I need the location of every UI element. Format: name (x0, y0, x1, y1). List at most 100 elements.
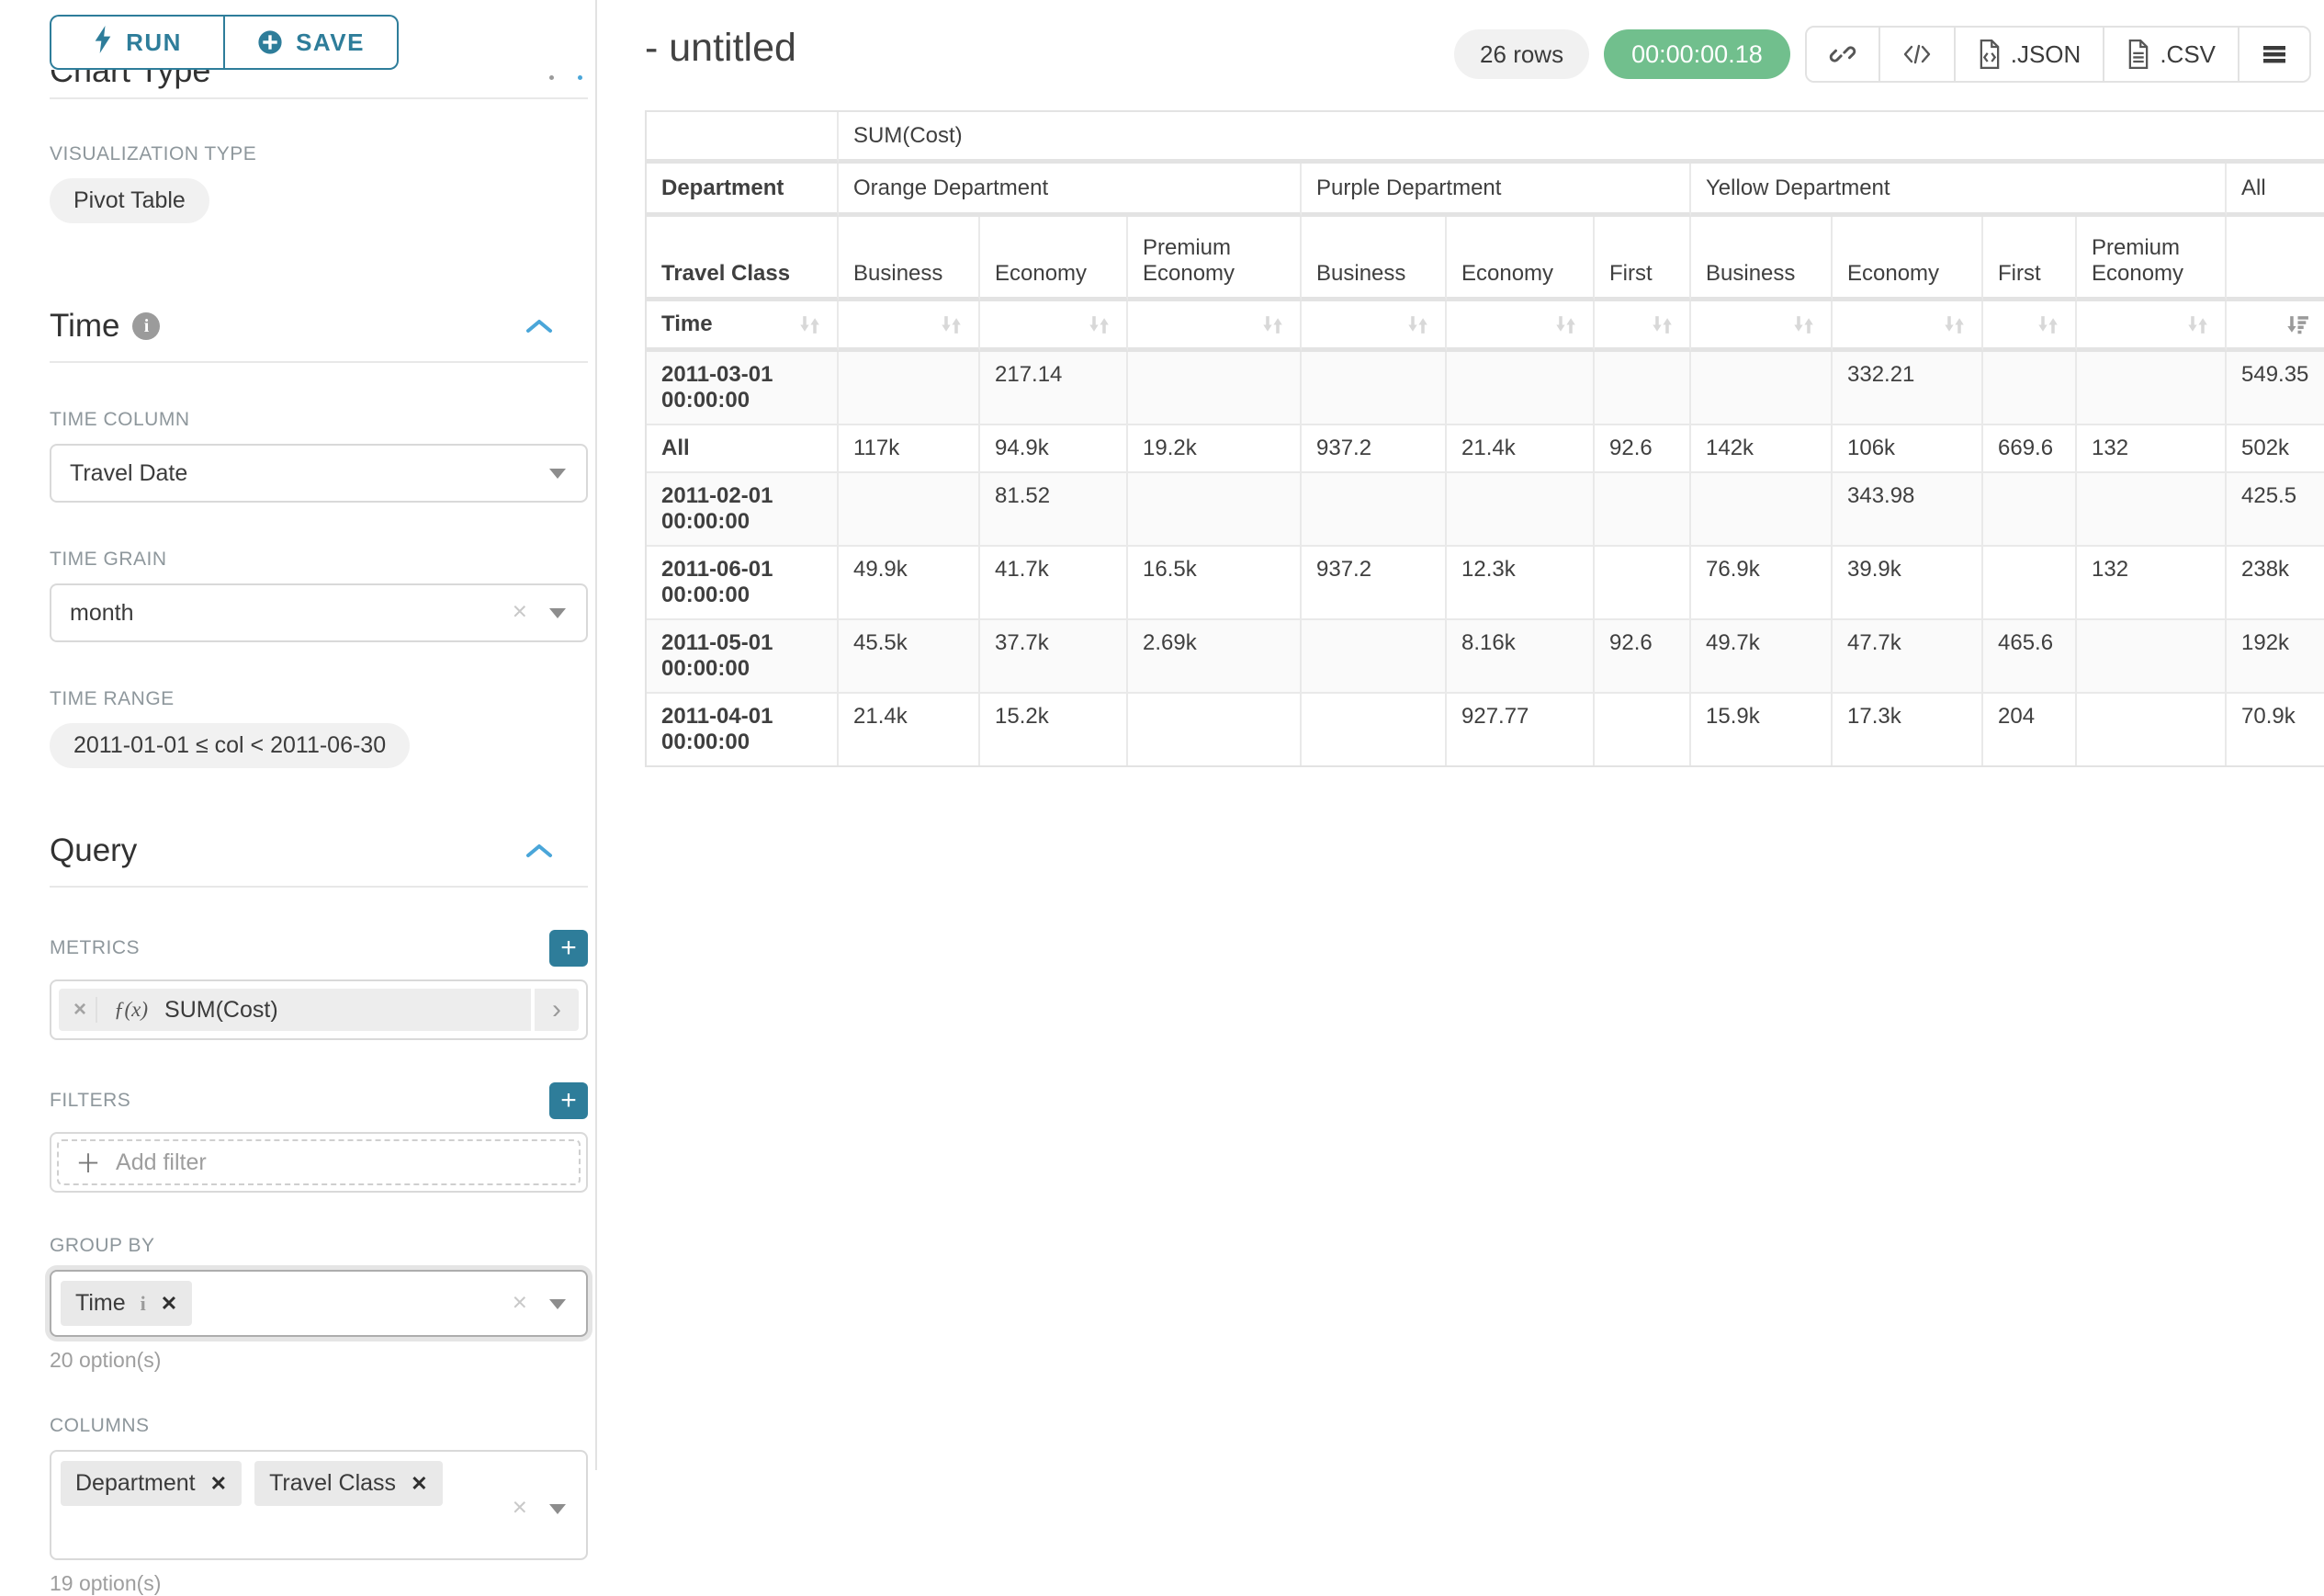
pivot-cell (1447, 352, 1595, 425)
pivot-cell: 343.98 (1833, 473, 1983, 547)
time-section-header[interactable]: Time i (50, 308, 553, 345)
sort-icon[interactable] (1553, 312, 1578, 337)
column-sort-header (2077, 301, 2227, 352)
sort-desc-icon[interactable] (2285, 312, 2310, 337)
pivot-cell: 49.9k (839, 547, 980, 620)
pivot-cell: 117k (839, 425, 980, 473)
group-by-select[interactable]: Time i ✕ × (50, 1270, 588, 1337)
chip-label: Travel Class (269, 1470, 397, 1496)
pivot-cell (1691, 352, 1833, 425)
pivot-cell: 549.35 (2227, 352, 2324, 425)
visualization-type-chip[interactable]: Pivot Table (50, 178, 209, 223)
file-code-icon (1978, 40, 2002, 69)
group-by-chip[interactable]: Time i ✕ (61, 1281, 193, 1326)
remove-metric-icon[interactable]: × (73, 997, 98, 1023)
clear-icon[interactable]: × (512, 596, 527, 626)
sort-icon[interactable] (1260, 312, 1285, 337)
pivot-cell (2077, 620, 2227, 694)
filters-field: ＋ Add filter (50, 1132, 588, 1193)
chevron-down-icon (549, 608, 566, 618)
query-section-header[interactable]: Query (50, 832, 553, 869)
export-csv-button[interactable]: .CSV (2104, 28, 2239, 81)
chevron-up-icon[interactable] (525, 318, 553, 334)
clear-icon[interactable]: × (512, 1492, 527, 1522)
row-time-header: 2011-02-01 00:00:00 (647, 473, 839, 547)
sort-icon[interactable] (1087, 312, 1111, 337)
filters-label: FILTERS (50, 1090, 131, 1111)
time-column-select[interactable]: Travel Date (50, 444, 588, 503)
department-group-header: Purple Department (1302, 164, 1691, 217)
pivot-cell (1447, 473, 1595, 547)
run-button[interactable]: RUN (50, 15, 224, 70)
chart-title[interactable]: - untitled (645, 26, 796, 70)
remove-chip-icon[interactable]: ✕ (209, 1471, 228, 1495)
pivot-cell (2077, 694, 2227, 765)
add-metric-button[interactable]: + (549, 930, 588, 967)
file-lines-icon (2127, 40, 2150, 69)
sort-icon[interactable] (1405, 312, 1430, 337)
columns-chip[interactable]: Department ✕ (61, 1461, 243, 1506)
chevron-up-icon[interactable] (525, 843, 553, 859)
columns-chip[interactable]: Travel Class ✕ (254, 1461, 443, 1506)
pivot-cell: 37.7k (980, 620, 1128, 694)
remove-chip-icon[interactable]: ✕ (160, 1291, 178, 1315)
columns-label: COLUMNS (50, 1415, 150, 1436)
travel-class-header: Business (1302, 217, 1447, 301)
chevron-right-icon[interactable]: › (535, 989, 579, 1031)
time-grain-select[interactable]: month × (50, 583, 588, 642)
pivot-cell: 47.7k (1833, 620, 1983, 694)
view-query-button[interactable] (1879, 28, 1956, 81)
column-sort-header (1983, 301, 2077, 352)
metric-name: SUM(Cost) (164, 996, 278, 1023)
export-json-label: .JSON (2010, 40, 2081, 68)
export-json-button[interactable]: .JSON (1955, 28, 2105, 81)
chip-label: Department (75, 1470, 196, 1496)
add-filter-button[interactable]: + (549, 1082, 588, 1119)
plus-circle-icon (257, 29, 283, 55)
sort-icon[interactable] (2036, 312, 2060, 337)
column-sort-header (1595, 301, 1691, 352)
table-row: 2011-02-01 00:00:00 81.52 343.98 425.5 (647, 473, 2324, 547)
time-section-title: Time (50, 308, 120, 344)
pivot-cell (1691, 473, 1833, 547)
sort-icon[interactable] (1942, 312, 1967, 337)
remove-chip-icon[interactable]: ✕ (411, 1471, 428, 1495)
metrics-label: METRICS (50, 937, 140, 958)
columns-select[interactable]: Department ✕ Travel Class ✕ × (50, 1450, 588, 1560)
pivot-cell: 92.6 (1595, 425, 1691, 473)
add-filter-dropzone[interactable]: ＋ Add filter (57, 1139, 581, 1185)
time-range-chip[interactable]: 2011-01-01 ≤ col < 2011-06-30 (50, 723, 411, 768)
sort-icon[interactable] (2185, 312, 2210, 337)
sort-icon[interactable] (1650, 312, 1675, 337)
pivot-cell: 92.6 (1595, 620, 1691, 694)
chevron-down-icon (549, 1298, 566, 1309)
travel-class-header: Economy (980, 217, 1128, 301)
query-timer-badge: 00:00:00.18 (1604, 29, 1790, 79)
info-icon (549, 75, 554, 80)
sort-icon[interactable] (1791, 312, 1816, 337)
pivot-table-container: SUM(Cost) Department Orange Department Purp… (645, 110, 2324, 767)
pivot-cell: 16.5k (1128, 547, 1302, 620)
code-icon (1902, 42, 1932, 66)
table-row: 2011-04-01 00:00:00 21.4k 15.2k 927.77 15.9k 1… (647, 694, 2324, 765)
save-button[interactable]: SAVE (224, 15, 399, 70)
sort-icon[interactable] (797, 312, 822, 337)
pivot-cell: 76.9k (1691, 547, 1833, 620)
column-sort-header (1691, 301, 1833, 352)
table-row: 2011-05-01 00:00:00 45.5k 37.7k 2.69k 8.16k 92… (647, 620, 2324, 694)
pivot-cell: 17.3k (1833, 694, 1983, 765)
corner-cell (647, 112, 839, 164)
sort-icon[interactable] (939, 312, 964, 337)
clear-icon[interactable]: × (512, 1287, 527, 1317)
metric-chip[interactable]: × ƒ(x) SUM(Cost) › (59, 989, 579, 1031)
menu-button[interactable] (2239, 28, 2309, 81)
metric-header: SUM(Cost) (839, 112, 2324, 164)
pivot-cell: 132 (2077, 547, 2227, 620)
share-link-button[interactable] (1806, 28, 1880, 81)
pivot-cell (839, 473, 980, 547)
section-divider (50, 886, 588, 888)
pivot-cell: 927.77 (1447, 694, 1595, 765)
pivot-cell: 21.4k (839, 694, 980, 765)
chevron-down-icon (549, 1504, 566, 1514)
visualization-type-label: VISUALIZATION TYPE (50, 143, 257, 164)
